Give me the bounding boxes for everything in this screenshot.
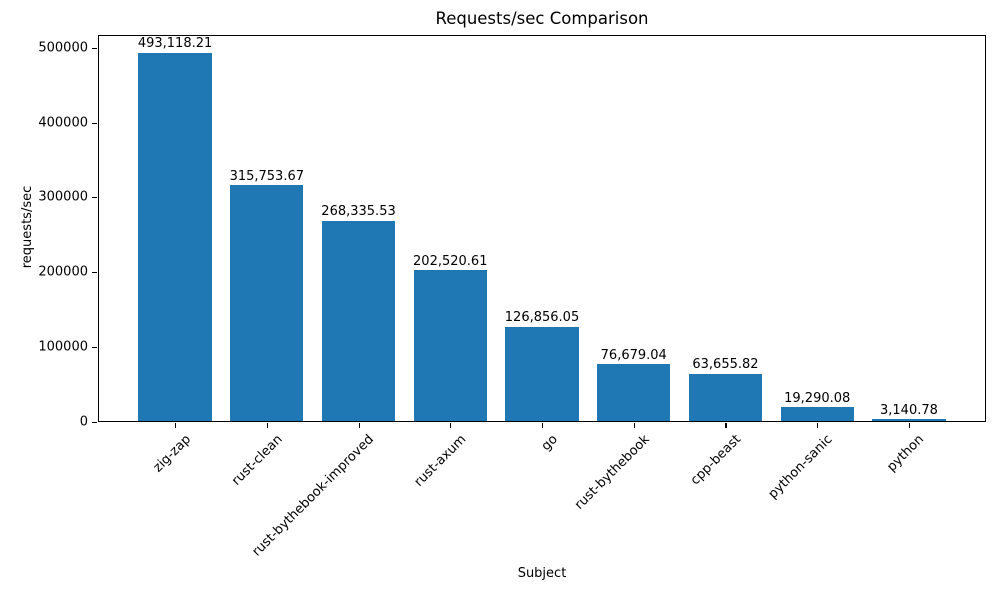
x-tick xyxy=(266,422,268,428)
x-tick xyxy=(175,422,177,428)
bar-python-sanic xyxy=(780,407,854,422)
x-tick xyxy=(542,422,544,428)
x-tick xyxy=(450,422,452,428)
x-tick xyxy=(725,422,727,428)
y-tick xyxy=(92,421,97,423)
bar-rust-bythebook-improved xyxy=(321,220,396,422)
chart-title: Requests/sec Comparison xyxy=(435,9,649,28)
bar-cpp-beast xyxy=(688,373,763,422)
y-tick xyxy=(92,346,97,348)
bar-python xyxy=(872,419,946,422)
y-tick xyxy=(92,47,97,49)
bar-rust-axum xyxy=(413,270,487,422)
x-tick xyxy=(817,422,819,428)
bar-go xyxy=(505,326,579,422)
x-tick xyxy=(908,422,911,428)
y-tick xyxy=(92,272,97,274)
bar-rust-bythebook xyxy=(597,364,671,422)
y-tick xyxy=(92,197,97,199)
x-tick xyxy=(358,422,360,428)
bar-rust-clean xyxy=(230,185,304,422)
x-axis-label: Subject xyxy=(517,566,567,581)
x-tick xyxy=(633,422,635,428)
bar-zig-zap xyxy=(138,52,212,422)
y-tick xyxy=(92,122,97,124)
